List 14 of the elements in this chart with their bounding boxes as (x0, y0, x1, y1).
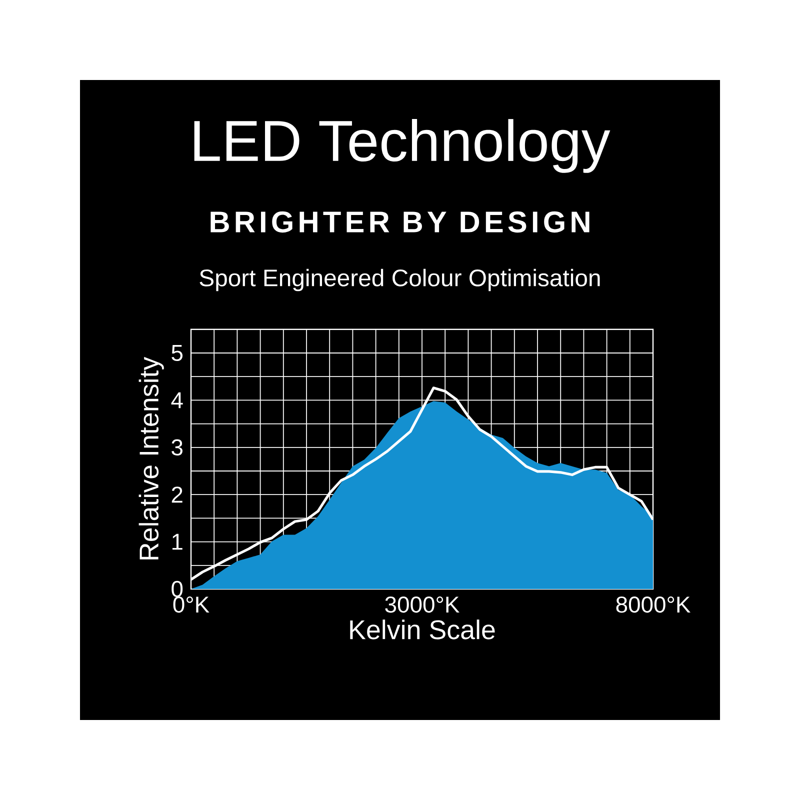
y-tick-label: 0 (172, 580, 183, 598)
x-tick-label: 0°K (173, 596, 210, 613)
y-tick-label: 1 (172, 534, 182, 550)
x-tick-label: 8000°K (616, 596, 690, 613)
text: Sport Engineered Colour Optimisation (200, 268, 600, 292)
x-axis-title: Kelvin Scale (350, 620, 495, 640)
y-axis-title: Relative Intensity (138, 356, 164, 560)
y-tick-label: 4 (171, 392, 183, 408)
y-tick-label: 3 (172, 439, 182, 456)
y-tick-label: 5 (172, 345, 183, 361)
y-tick-label: 2 (172, 486, 182, 503)
x-tick-label: 3000°K (385, 596, 460, 613)
chart-subtitle: BRIGHTER BY DESIGN (210, 211, 590, 233)
chart-title: LED Technology (194, 119, 610, 173)
